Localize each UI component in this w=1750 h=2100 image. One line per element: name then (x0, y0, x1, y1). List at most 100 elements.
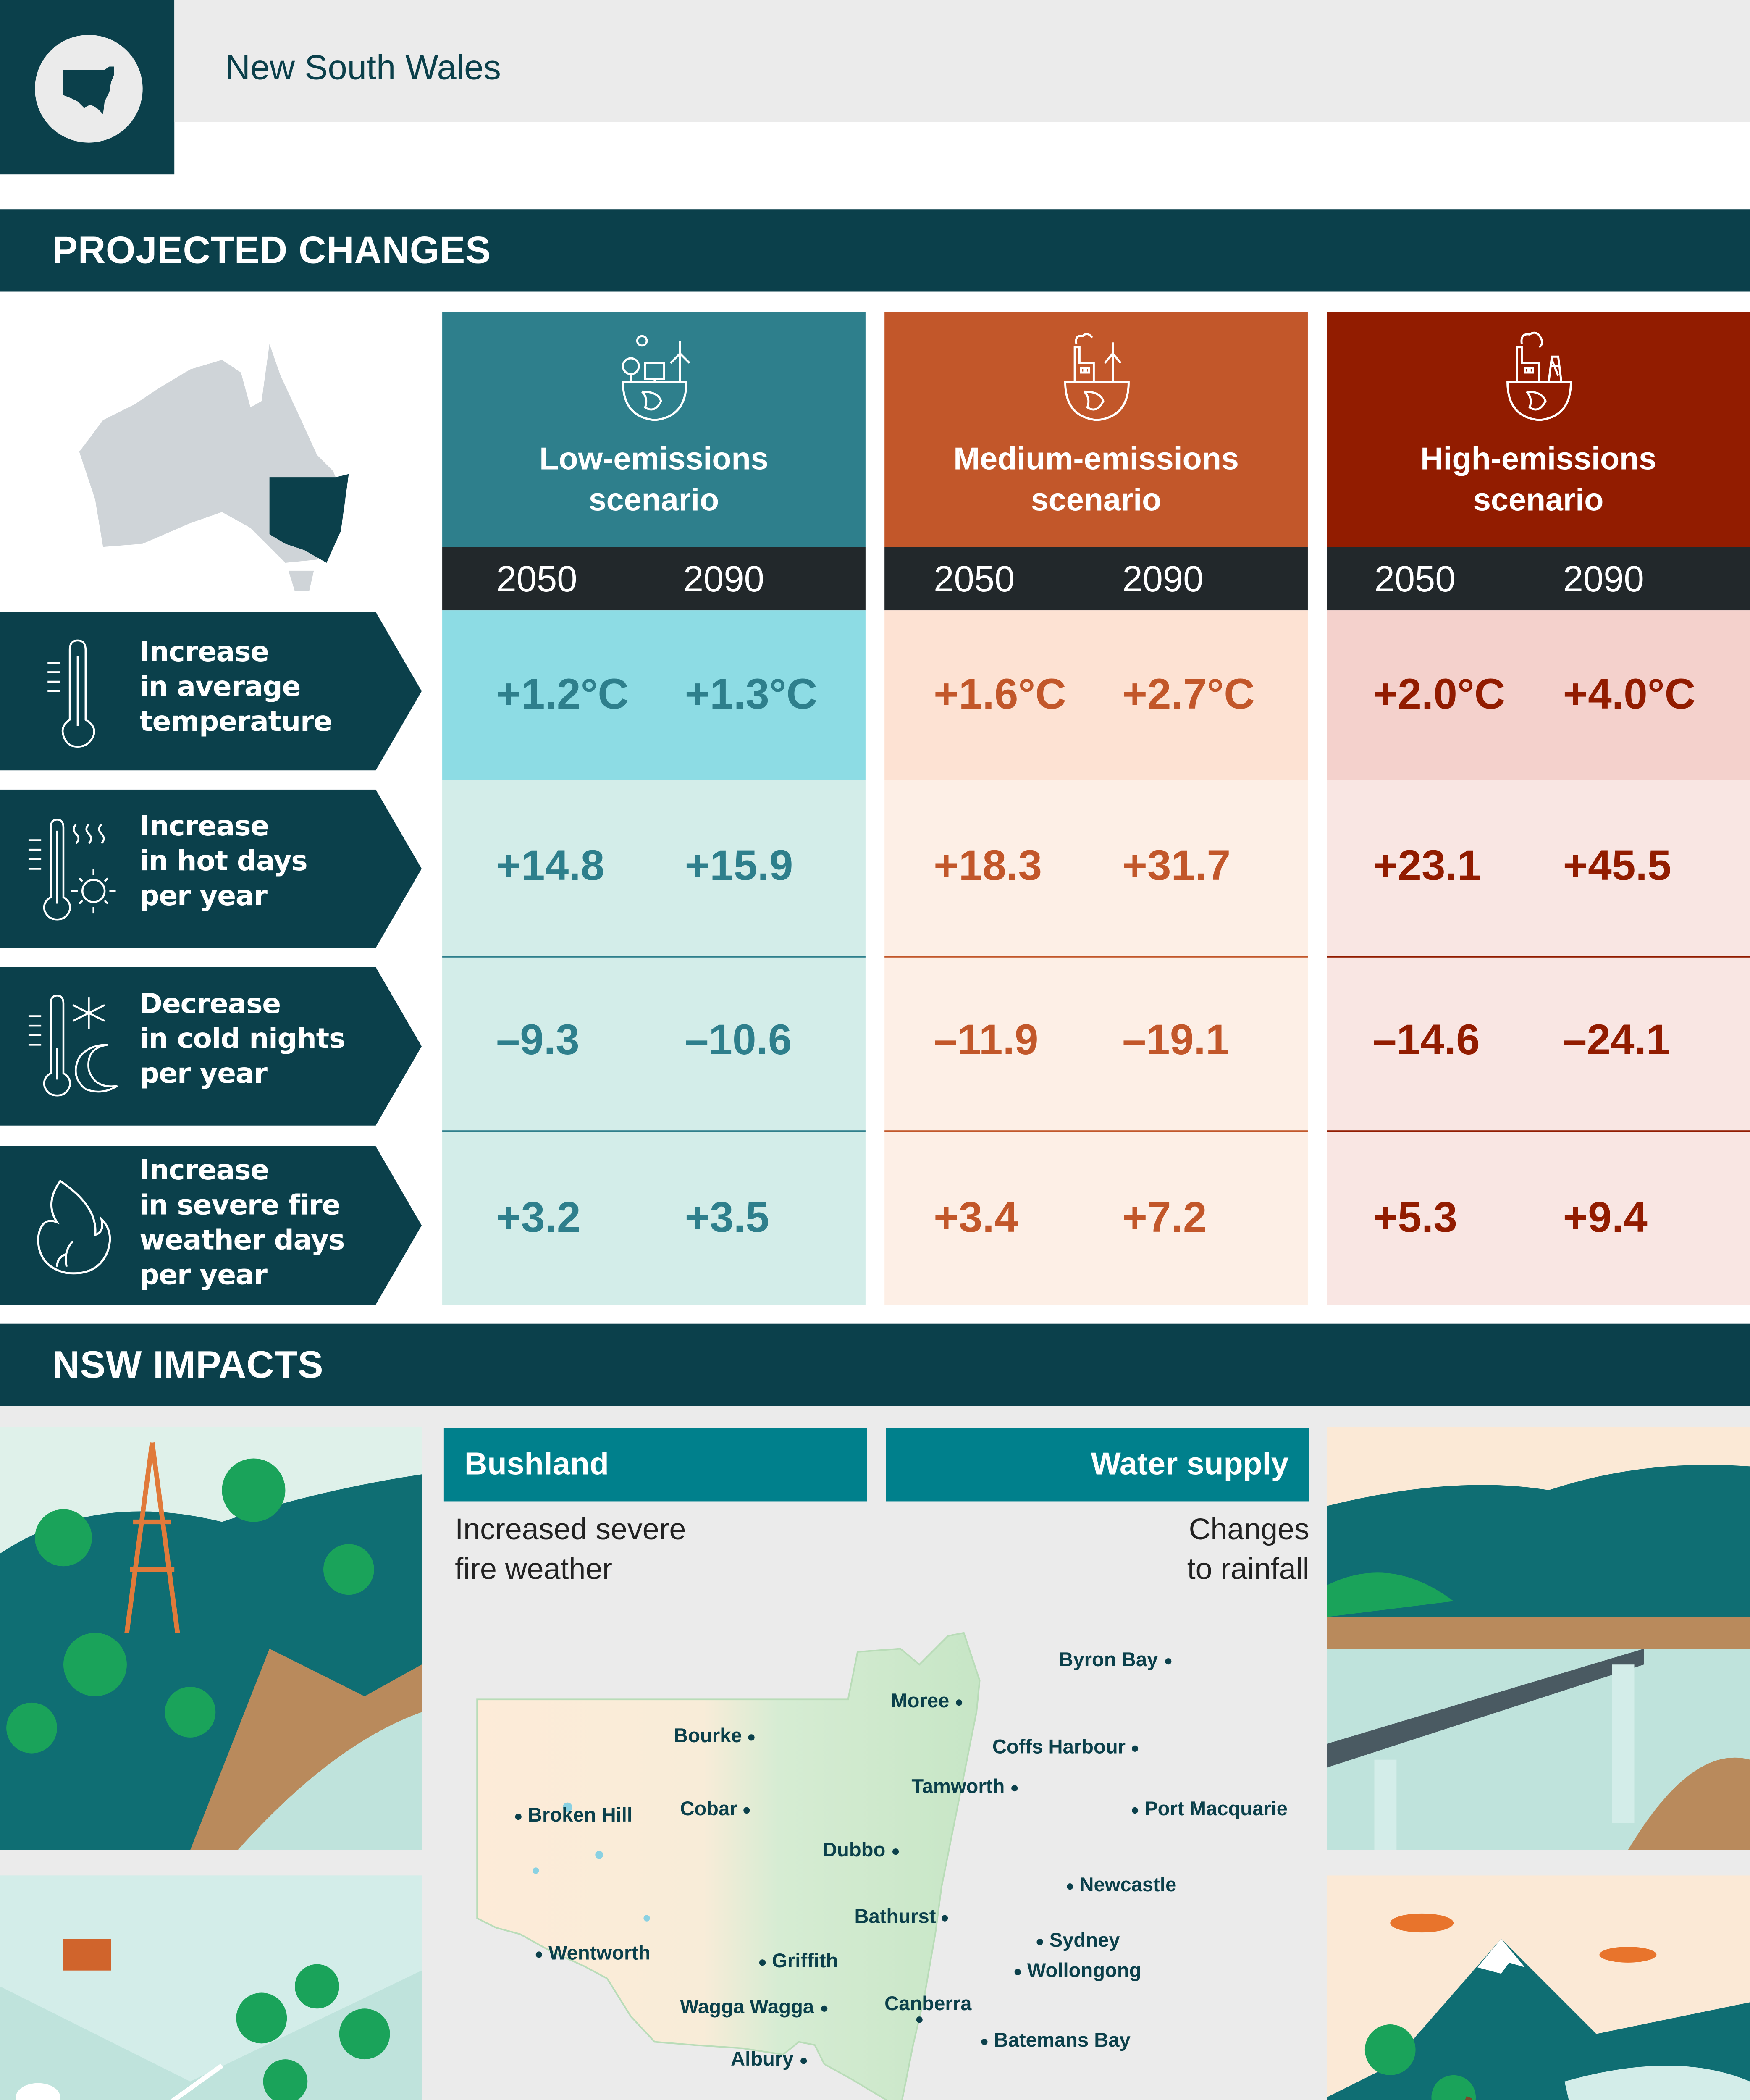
city-dot-icon (1011, 1784, 1018, 1791)
city-dot-icon (515, 1813, 522, 1820)
city-name: Coffs Harbour (992, 1736, 1126, 1758)
city-name: Griffith (772, 1950, 838, 1972)
low-year-bar: 2050 2090 (442, 547, 866, 611)
value-low-2050-temp: +1.2°C (496, 670, 629, 718)
farm-agriculture-illustration (0, 1875, 422, 2100)
row-label-cold-nights: Decrease in cold nights per year (0, 967, 422, 1126)
industry-earth-icon (1491, 328, 1586, 431)
mixed-industry-earth-icon (1049, 328, 1144, 431)
city-name: Sydney (1049, 1929, 1120, 1952)
row-label-text: Decrease in cold nights per year (139, 988, 345, 1092)
header-logo-block (0, 0, 175, 175)
projected-changes-bar (0, 209, 1750, 292)
row-label-line: in hot days (139, 846, 308, 879)
value-medium-2090-hot-days: +31.7 (1122, 842, 1231, 890)
row-label-line: Increase (139, 637, 269, 669)
value-medium-2050-cold-nights: –11.9 (934, 1016, 1039, 1064)
nsw-map (472, 1617, 1178, 2100)
city-name: Port Macquarie (1144, 1798, 1288, 1820)
medium-temp-cell (884, 610, 1308, 780)
value-low-2090-hot-days: +15.9 (685, 842, 793, 890)
high-emissions-title: High-emissions scenario (1327, 439, 1750, 522)
nsw-state-icon (35, 35, 143, 143)
row-label-text: Increase in hot days per year (139, 810, 308, 915)
divider (1327, 956, 1750, 958)
dam-water-supply-illustration (1327, 1427, 1750, 1850)
city-dot-icon (1164, 1658, 1171, 1664)
medium-emissions-header: Medium-emissions scenario (884, 312, 1308, 547)
city-dot-icon (759, 1959, 766, 1966)
city-dot-icon (743, 1806, 750, 1813)
value-high-2050-temp: +2.0°C (1372, 670, 1506, 718)
city-label-tamworth: Tamworth (911, 1775, 1023, 1798)
header-bar (174, 0, 1750, 122)
row-label-line: in average (139, 672, 301, 704)
year-label: 2090 (683, 558, 764, 599)
row-label-line: temperature (139, 707, 332, 739)
value-low-2090-fire-days: +3.5 (685, 1194, 769, 1242)
bushland-tag-label: Bushland (464, 1447, 609, 1483)
row-label-line: per year (139, 1059, 268, 1091)
city-dot-icon (955, 1699, 962, 1706)
scenario-name-line: scenario (1473, 483, 1604, 519)
row-label-line: Increase (139, 1155, 269, 1188)
flame-icon (19, 1175, 123, 1287)
city-name: Byron Bay (1059, 1648, 1158, 1671)
city-label-newcastle: Newcastle (1060, 1874, 1176, 1896)
thermometer-icon (19, 634, 114, 756)
alpine-wombat-illustration (1327, 1875, 1750, 2100)
row-label-fire-weather: Increase in severe fire weather days per… (0, 1146, 422, 1305)
year-label: 2050 (1374, 558, 1456, 599)
city-dot-icon (1036, 1938, 1043, 1945)
high-year-bar: 2050 2090 (1327, 547, 1750, 611)
city-name: Bathurst (854, 1905, 936, 1928)
bushland-description: Increased severe fire weather (455, 1511, 686, 1590)
city-label-dubbo: Dubbo (823, 1839, 905, 1861)
low-temp-cell (442, 610, 866, 780)
value-high-2090-hot-days: +45.5 (1563, 842, 1671, 890)
city-label-bourke: Bourke (674, 1725, 761, 1747)
city-label-griffith: Griffith (753, 1950, 838, 1972)
medium-year-bar: 2050 2090 (884, 547, 1308, 611)
city-name: Moree (891, 1690, 950, 1712)
value-high-2050-fire-days: +5.3 (1372, 1194, 1457, 1242)
description-line: Increased severe (455, 1514, 686, 1547)
medium-rows-bg (884, 780, 1308, 1305)
city-name: Wentworth (548, 1942, 651, 1964)
row-label-hot-days: Increase in hot days per year (0, 789, 422, 948)
low-emissions-title: Low-emissions scenario (442, 439, 866, 522)
city-dot-icon (1014, 1968, 1021, 1975)
scenario-name-line: scenario (1031, 483, 1162, 519)
water-supply-description: Changes to rainfall (992, 1511, 1309, 1590)
city-label-albury: Albury (731, 2048, 813, 2071)
row-label-line: per year (139, 1260, 268, 1292)
year-label: 2050 (496, 558, 577, 599)
city-label-moree: Moree (891, 1690, 968, 1712)
description-line: to rainfall (1187, 1554, 1309, 1587)
city-label-coffs-harbour: Coffs Harbour (992, 1736, 1144, 1758)
value-high-2050-hot-days: +23.1 (1372, 842, 1481, 890)
nsw-impacts-title: NSW IMPACTS (52, 1344, 324, 1387)
thermometer-snow-moon-icon (19, 991, 123, 1110)
city-label-wentworth: Wentworth (530, 1942, 651, 1964)
city-label-broken-hill: Broken Hill (509, 1804, 632, 1826)
scenario-name-line: scenario (588, 483, 719, 519)
divider (884, 956, 1308, 958)
city-label-port-macquarie: Port Macquarie (1126, 1798, 1288, 1820)
row-label-text: Increase in average temperature (139, 636, 332, 740)
thermometer-sun-icon (19, 815, 123, 934)
city-name: Newcastle (1079, 1874, 1177, 1896)
row-label-line: in cold nights (139, 1024, 345, 1056)
bushland-tag: Bushland (443, 1428, 867, 1502)
water-supply-tag: Water supply (886, 1428, 1309, 1502)
year-label: 2090 (1563, 558, 1644, 599)
city-name: Bourke (674, 1725, 742, 1747)
medium-emissions-title: Medium-emissions scenario (884, 439, 1308, 522)
row-label-text: Increase in severe fire weather days per… (139, 1154, 345, 1294)
bushland-powerline-illustration (0, 1427, 422, 1850)
city-name: Broken Hill (527, 1804, 633, 1827)
city-name: Albury (731, 2048, 794, 2071)
divider (884, 1130, 1308, 1132)
year-label: 2050 (934, 558, 1015, 599)
city-dot-icon (942, 1914, 949, 1921)
